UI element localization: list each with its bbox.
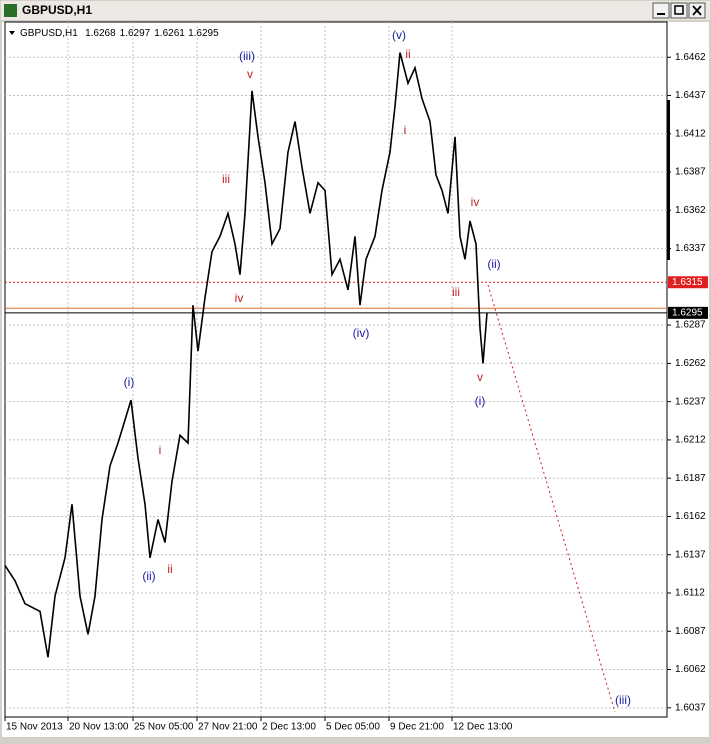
wave-label: i bbox=[404, 123, 407, 137]
x-tick-label: 27 Nov 21:00 bbox=[198, 722, 258, 733]
window-buttons[interactable] bbox=[652, 2, 706, 19]
y-tick-label: 1.6062 bbox=[675, 664, 706, 675]
y-tick-label: 1.6462 bbox=[675, 52, 706, 63]
y-tick-label: 1.6237 bbox=[675, 396, 706, 407]
wave-label: iv bbox=[471, 195, 480, 209]
y-tick-label: 1.6112 bbox=[675, 588, 705, 599]
wave-label: iii bbox=[452, 285, 460, 299]
volume-scale-bar bbox=[667, 100, 670, 260]
wave-label: ii bbox=[405, 47, 410, 61]
x-tick-label: 9 Dec 21:00 bbox=[390, 722, 444, 733]
wave-label: (iii) bbox=[615, 693, 631, 707]
wave-label: ii bbox=[167, 562, 172, 576]
wave-label: (v) bbox=[392, 28, 406, 42]
icon bbox=[692, 5, 702, 16]
price-label-box bbox=[668, 276, 708, 289]
header-price: 1.6261 bbox=[154, 28, 185, 39]
wave-label: v bbox=[477, 370, 483, 384]
x-tick-label: 2 Dec 13:00 bbox=[262, 722, 316, 733]
y-tick-label: 1.6362 bbox=[675, 205, 706, 216]
price-label: 1.6295 bbox=[672, 307, 703, 318]
header-price: 1.6297 bbox=[120, 28, 151, 39]
header-arrow bbox=[9, 31, 15, 35]
y-tick-label: 1.6262 bbox=[675, 358, 706, 369]
y-tick-label: 1.6037 bbox=[675, 702, 706, 713]
header-symbol: GBPUSD,H1 bbox=[20, 28, 78, 39]
title-bar bbox=[1, 1, 710, 20]
x-tick-label: 25 Nov 05:00 bbox=[134, 722, 194, 733]
header-price: 1.6295 bbox=[188, 28, 219, 39]
y-tick-label: 1.6087 bbox=[675, 626, 706, 637]
projection-line bbox=[487, 284, 616, 713]
x-tick-label: 12 Dec 13:00 bbox=[453, 722, 513, 733]
window-icon bbox=[4, 4, 17, 17]
wave-label: iv bbox=[235, 291, 244, 305]
wave-label: i bbox=[159, 443, 162, 457]
chart-header: GBPUSD,H1 1.6268 1.6297 1.6261 1.6295 bbox=[20, 28, 219, 39]
price-line bbox=[4, 52, 488, 658]
y-tick-label: 1.6387 bbox=[675, 167, 706, 178]
wave-label: (i) bbox=[124, 375, 135, 389]
y-tick-label: 1.6337 bbox=[675, 243, 706, 254]
y-tick-label: 1.6412 bbox=[675, 128, 706, 139]
price-label: 1.6315 bbox=[672, 277, 703, 288]
y-tick-label: 1.6162 bbox=[675, 511, 706, 522]
y-tick-label: 1.6437 bbox=[675, 90, 706, 101]
wave-label: iii bbox=[222, 172, 230, 186]
y-tick-label: 1.6187 bbox=[675, 473, 706, 484]
wave-label: (iv) bbox=[353, 326, 370, 340]
wave-label: (i) bbox=[475, 394, 486, 408]
chart-area bbox=[2, 22, 709, 737]
x-tick-label: 5 Dec 05:00 bbox=[326, 722, 380, 733]
wave-label: (iii) bbox=[239, 49, 255, 63]
y-tick-label: 1.6137 bbox=[675, 549, 706, 560]
x-tick-label: 20 Nov 13:00 bbox=[69, 722, 129, 733]
plot-border bbox=[4, 21, 668, 718]
y-tick-label: 1.6287 bbox=[675, 320, 706, 331]
header-price: 1.6268 bbox=[85, 28, 116, 39]
plot: GBPUSD,H1 1.6268 1.6297 1.6261 1.62951.60371… bbox=[4, 22, 708, 733]
wave-label: (ii) bbox=[487, 257, 500, 271]
minimize-button[interactable] bbox=[652, 2, 670, 19]
price-label-box bbox=[668, 306, 708, 319]
y-tick-label: 1.6212 bbox=[675, 435, 706, 446]
wave-label: (ii) bbox=[142, 569, 155, 583]
wave-label: v bbox=[247, 67, 253, 81]
icon bbox=[674, 5, 684, 15]
x-tick-label: 15 Nov 2013 bbox=[6, 722, 63, 733]
window-title: GBPUSD,H1 bbox=[22, 3, 92, 17]
